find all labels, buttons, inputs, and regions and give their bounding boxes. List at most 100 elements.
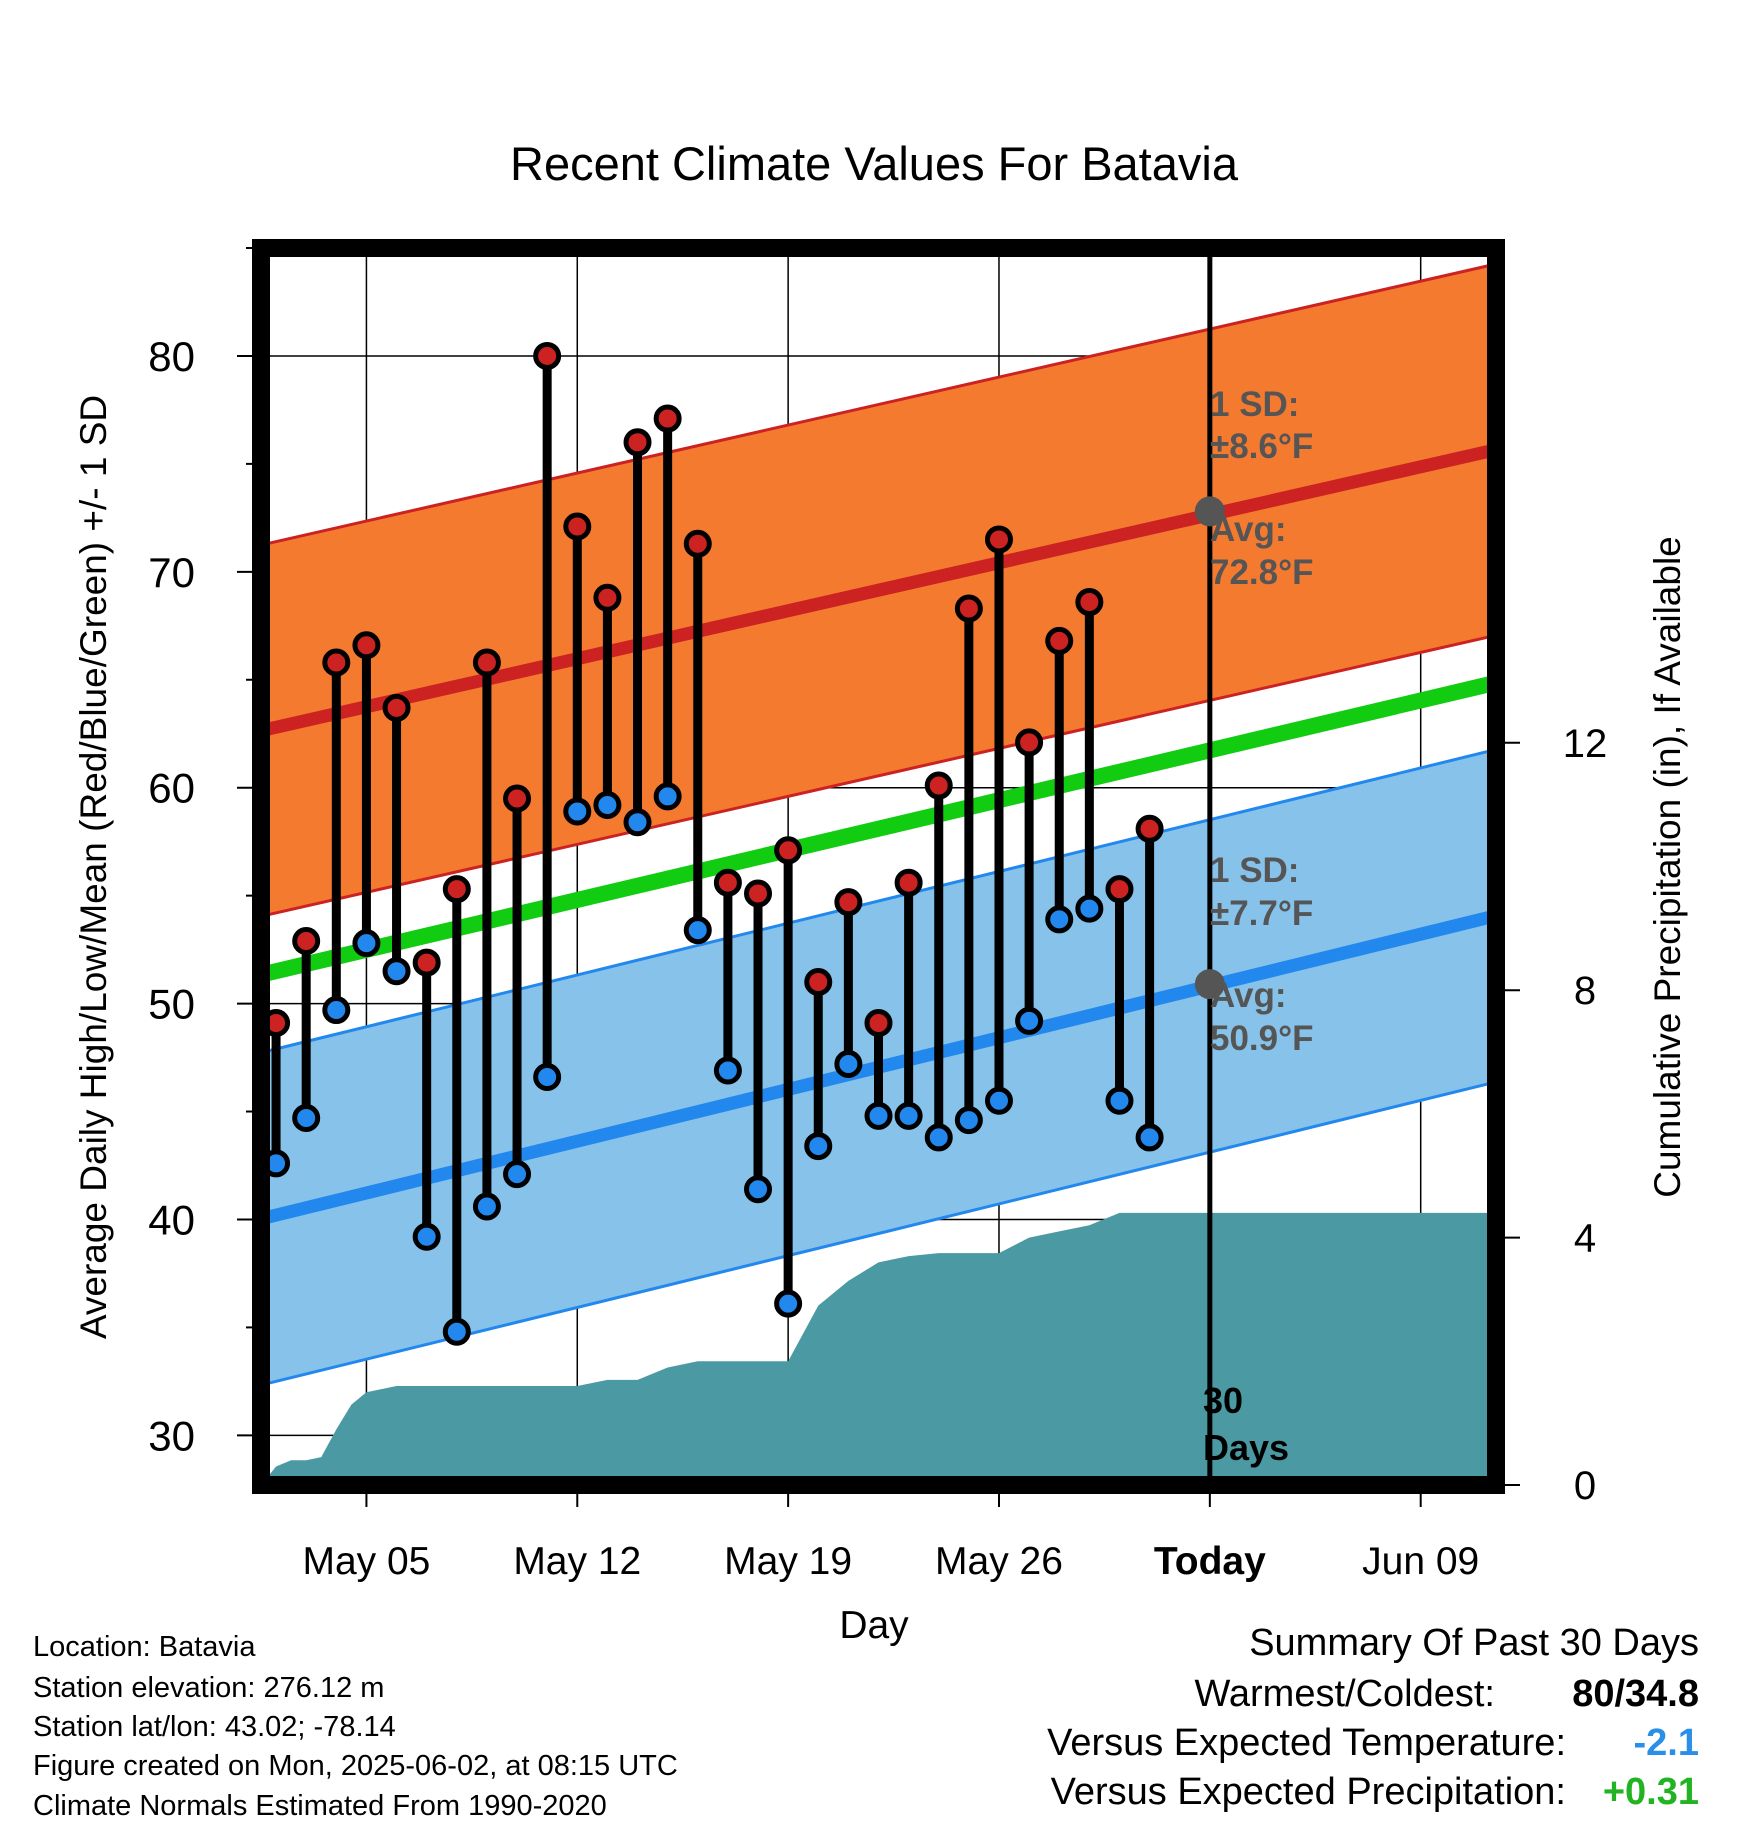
high-point-30 — [1135, 814, 1164, 843]
low-point-12 — [593, 790, 622, 819]
days-count-label: 30 — [1203, 1380, 1243, 1421]
high-point-20 — [834, 888, 863, 917]
high-avg-value: 72.8°F — [1210, 553, 1314, 592]
low-point-2 — [292, 1104, 321, 1133]
high-point-7 — [442, 875, 471, 904]
high-point-15 — [683, 529, 712, 558]
x-axis-label: Day — [839, 1604, 909, 1647]
high-point-6 — [412, 948, 441, 977]
high-sd-value: ±8.6°F — [1210, 427, 1313, 466]
low-point-4 — [352, 929, 381, 958]
x-tick-label-5: Jun 09 — [1362, 1540, 1479, 1583]
low-point-14 — [653, 782, 682, 811]
low-point-16 — [713, 1056, 742, 1085]
x-tick-label-2: May 19 — [724, 1540, 852, 1583]
today-low-avg-marker — [1194, 969, 1225, 1000]
low-point-24 — [954, 1106, 983, 1135]
high-point-5 — [382, 693, 411, 722]
high-point-19 — [804, 967, 833, 996]
y2-tick-label-0: 0 — [1574, 1464, 1596, 1508]
low-point-23 — [924, 1123, 953, 1152]
high-point-11 — [563, 512, 592, 541]
y2-tick-label-3: 12 — [1563, 722, 1608, 766]
created-text: Figure created on Mon, 2025-06-02, at 08… — [33, 1750, 678, 1782]
high-sd-label: 1 SD: — [1210, 385, 1299, 424]
high-point-21 — [864, 1009, 893, 1038]
today-average-markers — [1194, 496, 1225, 1000]
high-point-4 — [352, 631, 381, 660]
x-tick-label-4: Today — [1154, 1540, 1266, 1583]
low-point-7 — [442, 1317, 471, 1346]
low-point-21 — [864, 1101, 893, 1130]
today-high-avg-marker — [1194, 496, 1225, 527]
high-sd-band-lower-edge — [260, 633, 1497, 918]
low-sd-value: ±7.7°F — [1210, 894, 1313, 933]
low-point-28 — [1075, 894, 1104, 923]
high-point-14 — [653, 404, 682, 433]
y-tick-label-5: 80 — [148, 333, 195, 380]
daily-range-bars — [271, 355, 1155, 1332]
normals-text: Climate Normals Estimated From 1990-2020 — [33, 1790, 607, 1822]
days-word-label: Days — [1203, 1427, 1289, 1468]
low-point-15 — [683, 916, 712, 945]
low-point-30 — [1135, 1123, 1164, 1152]
high-point-26 — [1015, 728, 1044, 757]
y-tick-label-1: 40 — [148, 1196, 195, 1243]
high-point-3 — [322, 648, 351, 677]
warmest-coldest-value: 80/34.8 — [1572, 1673, 1699, 1715]
low-avg-label: Avg: — [1210, 976, 1286, 1015]
low-point-8 — [472, 1192, 501, 1221]
normal-mean-line — [259, 674, 1498, 983]
low-point-25 — [984, 1086, 1013, 1115]
high-point-23 — [924, 771, 953, 800]
low-point-27 — [1045, 905, 1074, 934]
low-point-11 — [563, 797, 592, 826]
y-tick-label-4: 70 — [148, 549, 195, 596]
annotations: 1 SD: ±8.6°F Avg: 72.8°F 1 SD: ±7.7°F Av… — [1203, 385, 1314, 1468]
x-tick-label-0: May 05 — [302, 1540, 430, 1583]
low-point-17 — [744, 1175, 773, 1204]
low-point-18 — [774, 1289, 803, 1318]
precipitation-fill — [261, 1212, 1496, 1485]
elevation-text: Station elevation: 276.12 m — [33, 1672, 385, 1704]
high-point-27 — [1045, 626, 1074, 655]
low-point-20 — [834, 1050, 863, 1079]
low-point-5 — [382, 957, 411, 986]
temp-delta-value: -2.1 — [1633, 1722, 1699, 1764]
y2-tick-label-2: 8 — [1574, 969, 1596, 1013]
high-point-9 — [503, 784, 532, 813]
low-point-10 — [533, 1062, 562, 1091]
x-tick-label-3: May 26 — [935, 1540, 1063, 1583]
high-sd-band-upper-edge — [260, 262, 1497, 547]
low-sd-band-upper-edge — [260, 748, 1497, 1055]
x-tick-label-1: May 12 — [513, 1540, 641, 1583]
low-point-13 — [623, 808, 652, 837]
latlon-text: Station lat/lon: 43.02; -78.14 — [33, 1711, 396, 1743]
normal-high-line — [259, 443, 1498, 738]
chart-title: Recent Climate Values For Batavia — [510, 137, 1239, 190]
high-point-28 — [1075, 588, 1104, 617]
high-point-12 — [593, 583, 622, 612]
precip-delta-value: +0.31 — [1602, 1771, 1699, 1813]
high-point-8 — [472, 648, 501, 677]
high-point-25 — [984, 525, 1013, 554]
high-point-2 — [292, 926, 321, 955]
high-point-29 — [1105, 875, 1134, 904]
temp-delta-label: Versus Expected Temperature: — [1047, 1722, 1566, 1764]
high-point-10 — [533, 341, 562, 370]
y-tick-label-2: 50 — [148, 981, 195, 1028]
y2-axis-label: Cumulative Precipitation (in), If Availa… — [1647, 536, 1688, 1198]
low-point-19 — [804, 1132, 833, 1161]
low-point-26 — [1015, 1006, 1044, 1035]
low-avg-value: 50.9°F — [1210, 1019, 1314, 1058]
y2-tick-label-1: 4 — [1574, 1217, 1596, 1261]
high-point-22 — [894, 868, 923, 897]
y-tick-label-3: 60 — [148, 765, 195, 812]
precipitation-area — [261, 1212, 1496, 1485]
low-point-29 — [1105, 1086, 1134, 1115]
high-point-18 — [774, 836, 803, 865]
low-point-6 — [412, 1222, 441, 1251]
high-point-24 — [954, 594, 983, 623]
high-point-13 — [623, 428, 652, 457]
